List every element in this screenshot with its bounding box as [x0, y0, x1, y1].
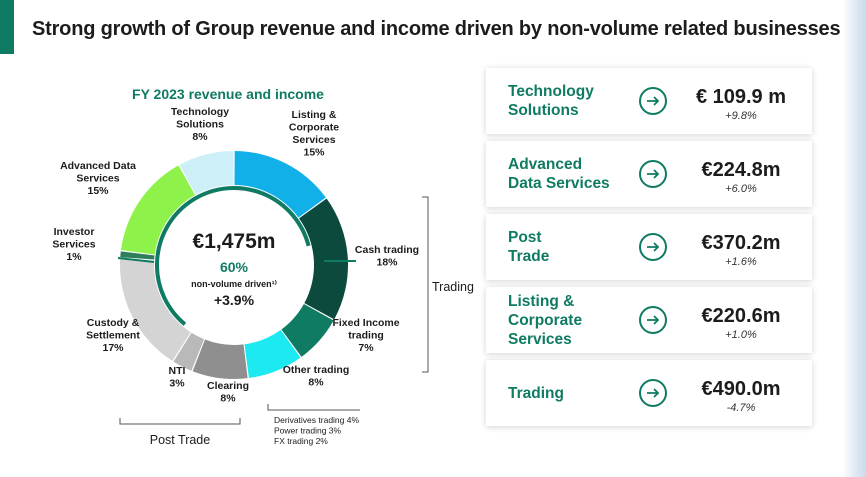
segment-label-clearing: Clearing 8% — [207, 380, 249, 405]
donut-segment-listing-corporate-services — [234, 151, 326, 218]
donut-center: €1,475m 60% non-volume driven¹⁾ +3.9% — [191, 230, 277, 308]
arrow-right-circle-icon[interactable] — [639, 160, 667, 188]
segment-label-other-trading: Other trading 8% — [283, 364, 350, 389]
card-change: +1.6% — [725, 256, 757, 268]
edge-decoration — [842, 0, 866, 477]
other-trading-detail-line: Derivatives trading 4% — [274, 415, 359, 425]
revenue-donut-chart: FY 2023 revenue and income Listing & Corp… — [52, 86, 474, 447]
card-post-trade: Post Trade €370.2m +1.6% — [486, 214, 812, 280]
segment-label-fixed-income-trading: Fixed Income trading 7% — [332, 317, 399, 354]
title-accent-bar — [0, 0, 14, 54]
card-value: €490.0m — [701, 378, 781, 400]
other-trading-detail-bracket — [267, 404, 360, 411]
card-name: Trading — [508, 384, 564, 402]
donut-segment-other-trading — [244, 330, 301, 379]
post-trade-group-label: Post Trade — [150, 433, 210, 447]
center-share: 60% — [220, 259, 249, 275]
center-amount: €1,475m — [193, 230, 276, 253]
arrow-right-circle-icon[interactable] — [639, 87, 667, 115]
donut-segment-custody-settlement — [120, 258, 191, 361]
donut-segment-nti — [173, 332, 205, 371]
chart-title: FY 2023 revenue and income — [132, 86, 324, 102]
card-change: +6.0% — [725, 183, 757, 195]
card-technology-solutions: Technology Solutions € 109.9 m +9.8% — [486, 68, 812, 134]
card-change: +1.0% — [725, 329, 757, 341]
donut-segments — [117, 151, 356, 379]
card-advanced-data-services: Advanced Data Services €224.8m +6.0% — [486, 141, 812, 207]
page-title: Strong growth of Group revenue and incom… — [32, 18, 841, 40]
card-value: €220.6m — [701, 305, 781, 327]
donut-segment-cash-trading — [299, 198, 348, 320]
card-change: -4.7% — [726, 402, 756, 414]
center-growth: +3.9% — [214, 292, 255, 308]
card-value: €370.2m — [701, 232, 781, 254]
center-note: non-volume driven¹⁾ — [191, 279, 277, 289]
card-name: Technology Solutions — [508, 83, 594, 119]
donut-segment-investor-services — [120, 251, 155, 260]
donut-segment-clearing — [192, 339, 248, 379]
segment-label-technology-solutions: Technology Solutions 8% — [171, 106, 229, 143]
card-name: Advanced Data Services — [508, 156, 610, 192]
other-trading-detail-line: FX trading 2% — [274, 436, 328, 446]
donut-segment-fixed-income-trading — [281, 303, 334, 357]
card-listing-corporate-services: Listing & Corporate Services €220.6m +1.0% — [486, 287, 812, 353]
segment-label-listing-corporate-services: Listing & Corporate Services 15% — [289, 109, 339, 159]
non-volume-share-arc — [155, 186, 311, 326]
trading-group-label: Trading — [432, 280, 474, 294]
segment-label-investor-services: Investor Services 1% — [52, 226, 95, 263]
card-trading: Trading €490.0m -4.7% — [486, 360, 812, 426]
segment-label-advanced-data-services: Advanced Data Services 15% — [60, 160, 136, 197]
card-name: Post Trade — [508, 229, 550, 265]
donut-segment-advanced-data-services — [120, 165, 196, 255]
arrow-right-circle-icon[interactable] — [639, 379, 667, 407]
segment-label-cash-trading: Cash trading 18% — [355, 244, 419, 269]
post-trade-bracket — [119, 418, 241, 425]
trading-bracket — [422, 196, 429, 373]
donut-segment-technology-solutions — [179, 151, 234, 195]
card-name: Listing & Corporate Services — [508, 292, 583, 348]
card-change: +9.8% — [725, 110, 757, 122]
other-trading-detail-line: Power trading 3% — [274, 426, 342, 436]
other-trading-detail: Derivatives trading 4%Power trading 3%FX… — [274, 415, 359, 446]
segment-label-nti: NTI 3% — [169, 365, 186, 390]
card-value: € 109.9 m — [695, 86, 787, 108]
segment-labels: Listing & Corporate Services 15% Cash tradin… — [52, 106, 419, 405]
label-connector — [117, 257, 155, 263]
arrow-right-circle-icon[interactable] — [639, 233, 667, 261]
arrow-right-circle-icon[interactable] — [639, 306, 667, 334]
segment-label-custody-settlement: Custody & Settlement 17% — [86, 317, 140, 354]
card-value: €224.8m — [701, 159, 781, 181]
